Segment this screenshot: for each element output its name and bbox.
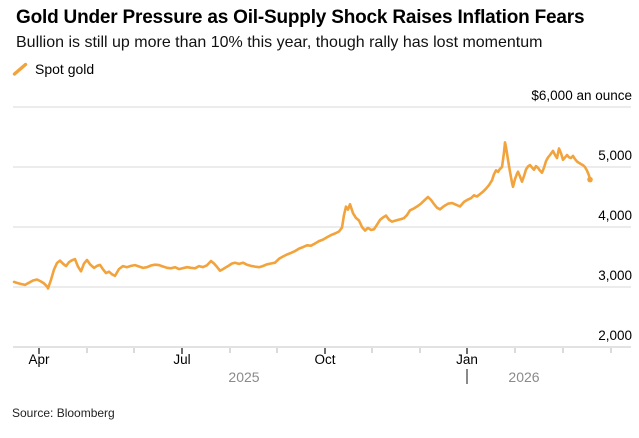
y-tick-label-4000: 4,000 [598, 208, 632, 223]
y-tick-label-5000: 5,000 [598, 148, 632, 163]
x-tick-label-jan: Jan [456, 352, 478, 367]
y-tick-label-2000: 2,000 [598, 328, 632, 343]
spot-gold-end-dot [587, 176, 593, 183]
legend: Spot gold [12, 61, 94, 77]
spot-gold-line-swatch-icon [12, 61, 28, 77]
year-divider [466, 369, 468, 384]
x-tick-label-apr: Apr [28, 352, 50, 367]
legend-series-label: Spot gold [35, 61, 95, 77]
x-tick-label-jul: Jul [173, 352, 191, 367]
spot-gold-line [12, 141, 592, 290]
y-tick-label-6000: $6,000 an ounce [531, 88, 632, 103]
x-tick-label-oct: Oct [314, 352, 336, 367]
chart-subtitle: Bullion is still up more than 10% this y… [16, 34, 543, 51]
y-tick-label-3000: 3,000 [598, 268, 632, 283]
source-note: Source: Bloomberg [12, 406, 115, 420]
year-label-2025: 2025 [228, 369, 260, 385]
year-label-2026: 2026 [508, 369, 540, 385]
chart-title: Gold Under Pressure as Oil-Supply Shock … [16, 7, 585, 28]
